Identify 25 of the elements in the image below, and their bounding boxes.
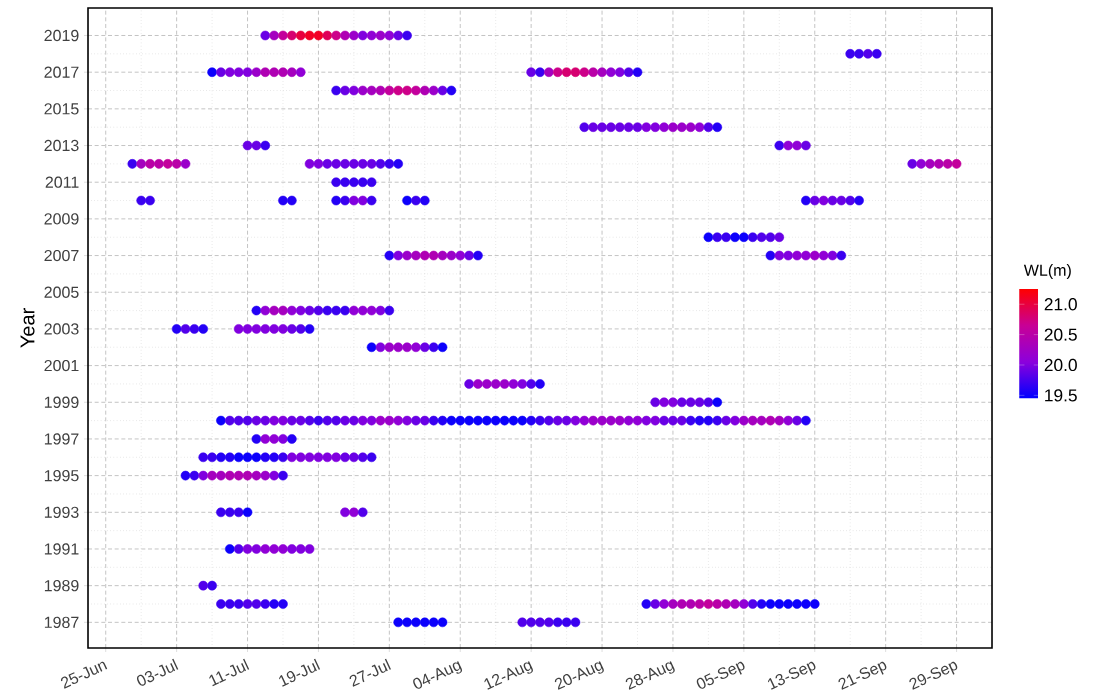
y-tick-label: 1995 <box>44 469 79 482</box>
y-tick-label: 2005 <box>44 286 79 298</box>
y-tick-label: 2017 <box>44 66 79 78</box>
x-tick-label: 03-Jul <box>137 658 179 686</box>
color-bar-label: 20.0 <box>1044 358 1077 372</box>
y-tick-label: 1991 <box>44 543 79 555</box>
color-bar-label: 21.0 <box>1044 298 1077 311</box>
y-tick-label: 2001 <box>44 359 79 372</box>
y-tick-label: 2019 <box>44 29 79 42</box>
y-tick-label: 2009 <box>44 213 79 225</box>
y-tick-label: 2015 <box>44 103 79 115</box>
y-tick-label: 1999 <box>44 396 79 408</box>
y-tick-label: 2007 <box>44 249 79 262</box>
y-axis-title: Year <box>20 308 35 348</box>
x-tick-label: 11-Jul <box>209 658 250 687</box>
color-bar-label: 20.5 <box>1044 328 1077 341</box>
y-tick-label: 1987 <box>44 616 79 628</box>
color-bar-title: WL(m) <box>1023 264 1071 280</box>
y-tick-label: 2003 <box>44 323 79 335</box>
y-tick-label: 1997 <box>44 433 79 445</box>
y-tick-label: 2011 <box>45 176 79 188</box>
y-tick-label: 1989 <box>44 579 79 592</box>
color-bar-label: 19.5 <box>1045 389 1077 402</box>
y-tick-label: 2013 <box>44 139 79 152</box>
y-tick-label: 1993 <box>44 506 79 518</box>
